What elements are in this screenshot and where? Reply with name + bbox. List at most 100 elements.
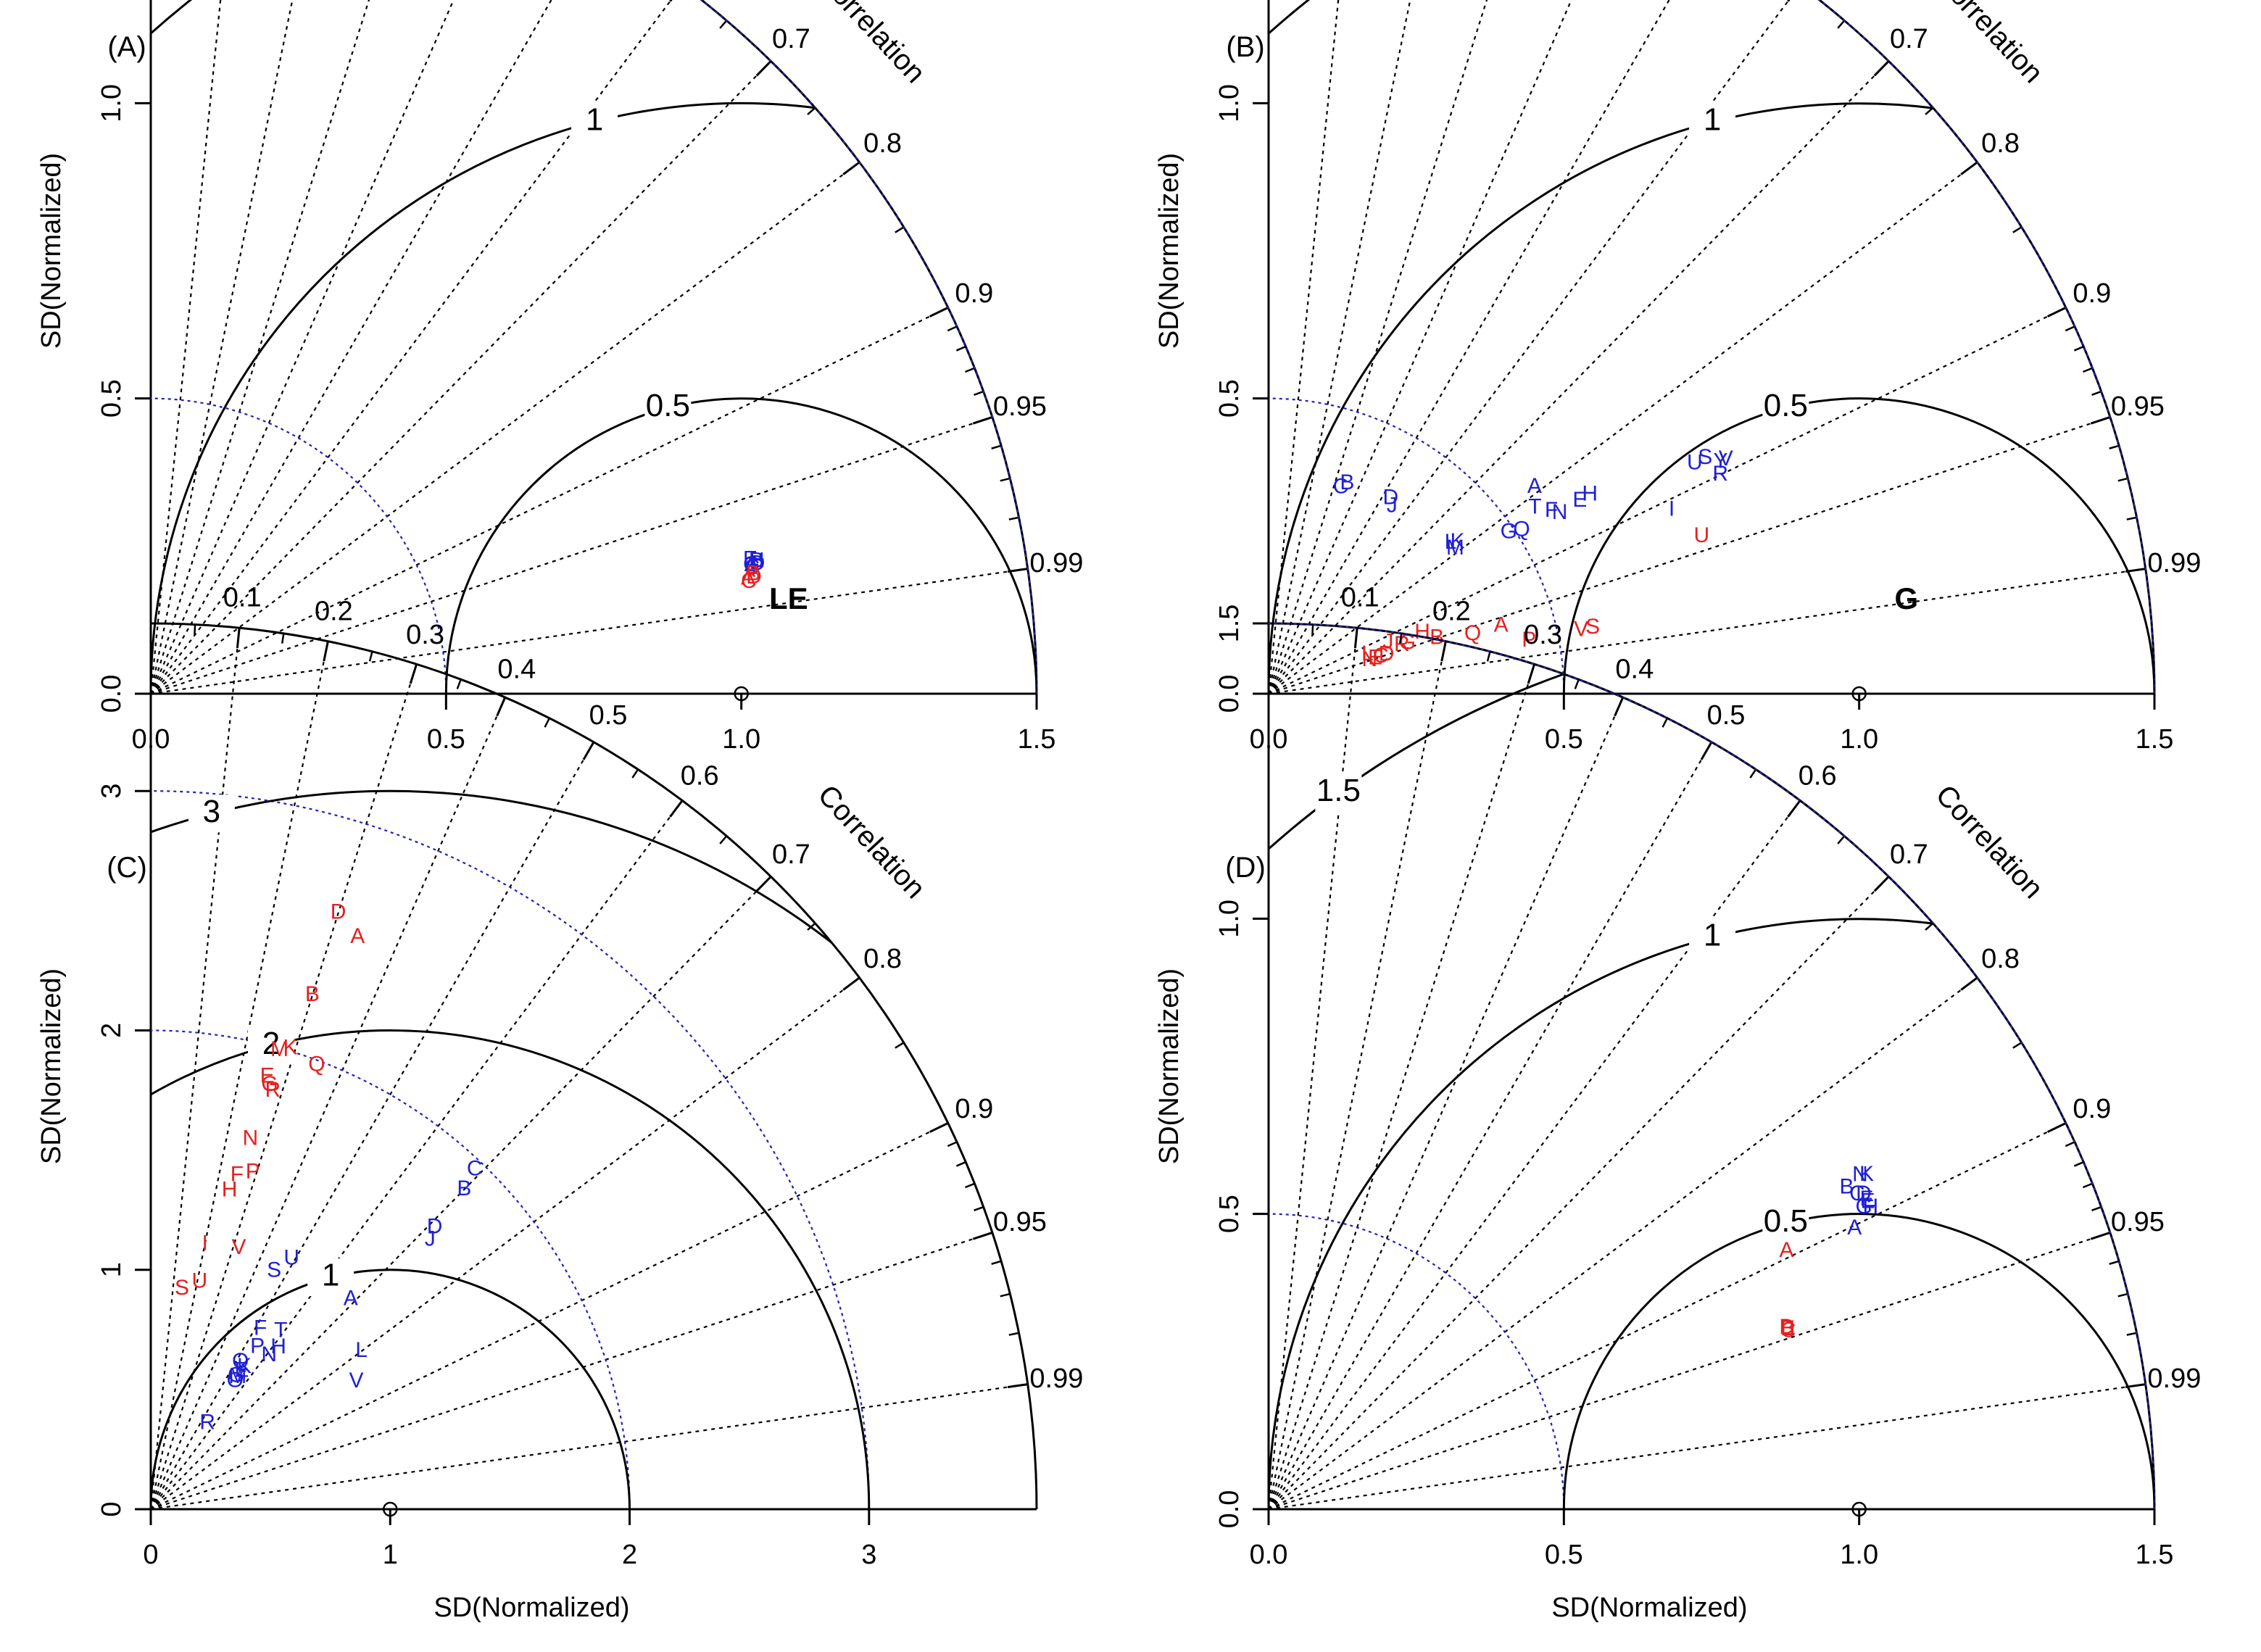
correlation-minor-tick [1880,876,1890,885]
x-axis-label: SD(Normalized) [433,1593,629,1623]
data-point-label: A [1780,1238,1794,1262]
correlation-minor-tick [675,800,684,810]
correlation-minor-tick [2065,325,2075,332]
data-point-label: A [1847,1216,1862,1240]
data-point-label: A [1494,613,1509,636]
correlation-minor-tick [2100,1232,2111,1237]
data-point-label: D [746,565,762,589]
sd-reference-arc [150,790,870,1510]
correlation-tick-label: 0.9 [2073,278,2111,309]
data-point-label: G [1399,630,1416,654]
data-point-label: E [1780,1316,1795,1340]
correlation-minor-tick [194,624,196,635]
rmsd-label-bg [1689,102,1736,141]
data-point-label: V [1574,617,1588,641]
data-point-label: K [237,1354,252,1378]
sd-reference-arc [150,397,447,694]
correlation-major-tick [1007,1383,1028,1389]
rmsd-contours [1269,623,2154,1509]
x-tick-label: 1.0 [722,724,760,755]
reference-point [383,1501,398,1517]
rmsd-contour-label: 1 [586,102,603,138]
rmsd-label-bg [1689,918,1736,956]
data-point-label: E [1368,646,1382,670]
correlation-minor-tick [2117,477,2128,482]
correlation-tick-label: 0.95 [2111,1207,2165,1237]
correlation-minor-tick [1000,477,1011,482]
rmsd-contours [1269,0,2154,694]
data-point-label: Q [1513,517,1530,541]
correlation-minor-tick [964,1182,975,1189]
correlation-minor-tick [1574,678,1580,689]
data-point-label: H [1582,481,1598,505]
data-point-label: C [744,555,760,579]
y-tick-label: 1.0 [96,84,127,123]
data-point-label: S [1698,445,1712,469]
data-point-label: H [1414,620,1430,644]
data-point-label: L [1361,642,1374,665]
correlation-minor-tick [1486,651,1491,662]
correlation-minor-tick [412,663,418,675]
rmsd-contour-label: 1 [1704,102,1721,138]
data-point-label: L [355,1338,368,1362]
data-point-label: F [1860,1187,1873,1211]
correlation-minor-tick [1311,624,1314,635]
data-point-label: A [350,924,365,948]
correlation-minor-tick [1000,1292,1011,1298]
sd-reference-arc [1268,1213,1565,1510]
data-point-label: U [1693,523,1709,547]
data-point-label: Y [1714,449,1728,473]
y-tick-label: 1.5 [1214,605,1245,643]
data-point-label: E [1861,1189,1875,1213]
data-point-label: J [1382,630,1393,654]
data-point-label: Q [1464,621,1481,645]
data-point-label: B [305,982,320,1006]
rmsd-label-bg [248,1026,295,1065]
data-point-label: S [1585,615,1600,639]
x-tick-label: 1.5 [1018,724,1056,755]
x-tick-label: 2 [622,1540,637,1570]
correlation-minor-tick [807,107,816,115]
data-point-label: C [1333,474,1349,498]
data-point-label: N [1552,500,1568,524]
data-point-label: N [1852,1163,1868,1187]
data-point-label: J [425,1227,436,1251]
correlation-tick-label: 0.95 [2111,391,2165,422]
correlation-minor-tick [2126,1332,2137,1336]
data-point-label: E [234,1358,249,1382]
panel-letter: (C) [107,852,147,884]
data-point-label: F [751,555,764,578]
rmsd-contour-label: 1 [1704,918,1721,953]
correlation-tick-label: 0.6 [1799,760,1837,791]
data-point-label: N [261,1342,277,1366]
correlation-minor-tick [850,976,860,985]
y-tick-label: 3 [96,784,127,799]
correlation-minor-tick [1749,768,1757,779]
data-point-label: C [1373,644,1389,668]
correlation-minor-tick [2082,367,2093,373]
correlation-minor-tick [947,325,958,332]
data-point-label: G [1501,519,1517,543]
data-point-label: G [228,1363,244,1387]
correlation-tick-label: 0.7 [1890,839,1928,870]
correlation-minor-tick [2091,1205,2102,1212]
rmsd-label-bg [307,1258,354,1297]
correlation-minor-tick [982,416,993,421]
correlation-minor-tick [850,161,860,170]
data-point-label: D [1379,642,1395,666]
correlation-minor-tick [2012,226,2023,233]
correlation-minor-tick [1398,633,1403,644]
data-point-label: C [1849,1182,1865,1205]
data-point-label: S [175,1276,189,1300]
data-point-label: M [1446,536,1464,560]
data-point-label: A [744,552,759,576]
y-tick-label: 0.0 [1214,675,1245,713]
rmsd-contour-arc [1562,1213,2154,1509]
data-point-label: I [202,1231,207,1255]
data-point-label: D [750,551,766,575]
rmsd-contour-arc [1562,397,2154,694]
x-tick-label: 0.5 [1545,724,1583,755]
data-point-label: C [741,569,757,593]
